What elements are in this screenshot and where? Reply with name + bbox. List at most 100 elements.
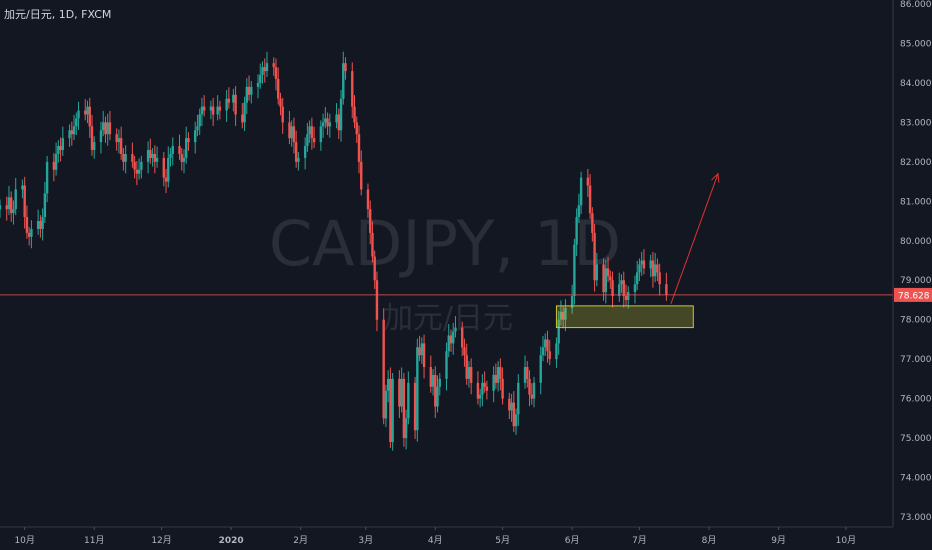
candle-body (335, 114, 338, 123)
candle-body (198, 114, 201, 127)
candle-body (618, 284, 621, 297)
candle-body (420, 343, 424, 356)
price-axis[interactable]: 86.000 85.000 84.000 83.000 82.000 81.000 80.0… (892, 0, 932, 527)
candle-body (344, 63, 347, 72)
candle-body (153, 153, 157, 162)
candle-body (595, 264, 599, 281)
candle-body (272, 63, 275, 68)
candle-body (366, 189, 370, 210)
time-tick-label: 9月 (771, 535, 786, 546)
arrow-shaft (670, 173, 719, 305)
candle-body (54, 153, 58, 170)
projection-arrow[interactable] (670, 172, 720, 305)
candle-body (256, 82, 260, 87)
candle-body (351, 71, 354, 107)
candle-body (99, 130, 103, 143)
candle-body (70, 130, 73, 135)
candle-body (39, 221, 42, 229)
candle-body (539, 355, 542, 383)
candle-body (339, 98, 343, 131)
price-tick-label: 86.000 (900, 0, 932, 10)
candle-body (624, 296, 628, 300)
candle-body (167, 157, 170, 182)
candle-body (492, 374, 495, 391)
candle-body (241, 114, 244, 123)
candle-body (561, 311, 565, 320)
candle-body (389, 378, 392, 443)
candle-body (404, 418, 408, 439)
price-tick-label: 79.000 (900, 276, 932, 286)
candle-body (627, 292, 630, 300)
candle-body (438, 378, 441, 387)
candle-body (319, 126, 323, 143)
candle-body (146, 150, 150, 162)
candle-body (306, 134, 309, 147)
candle-body (41, 217, 44, 229)
watermark-symbol: CADJPY, 1D (269, 207, 621, 280)
candle-body (104, 122, 107, 135)
candle-body (59, 146, 62, 151)
candle-body (353, 106, 356, 123)
candle-body (431, 374, 435, 387)
candle-body (43, 193, 47, 218)
time-axis[interactable]: 10月 11月 12月 2020 2月 3月 4月 5月 6月 7月 8月 9月 10月 (0, 526, 893, 546)
candle-body (559, 311, 563, 320)
candle-body (499, 367, 502, 379)
candle-body (570, 296, 574, 308)
candle-body (478, 394, 482, 399)
candle-body (102, 122, 105, 131)
candle-body (602, 264, 605, 293)
time-tick-label: 11月 (84, 535, 104, 546)
candle-body (297, 157, 300, 162)
candle-body (247, 86, 251, 95)
candle-body (633, 284, 637, 293)
price-tick-label: 75.000 (900, 434, 932, 444)
candle-body (481, 382, 484, 395)
candle-body (469, 367, 473, 383)
candle-body (115, 134, 118, 143)
candle-body (369, 209, 372, 233)
candle-body (151, 153, 154, 158)
candle-body (178, 146, 181, 154)
candle-body (611, 280, 614, 297)
candle-body (324, 118, 327, 123)
candle-body (386, 378, 390, 391)
candle-body (185, 138, 188, 158)
candle-body (557, 319, 560, 344)
candle-body (658, 272, 661, 285)
candle-body (541, 347, 545, 356)
candle-body (279, 98, 282, 107)
candle-body (265, 63, 269, 72)
candle-body (0, 205, 2, 210)
candle-body (620, 280, 623, 285)
candle-body (155, 157, 159, 162)
candle-body (261, 67, 264, 76)
candle-body (530, 394, 533, 399)
candle-body (422, 343, 426, 368)
candle-body (461, 327, 464, 348)
candle-body (418, 347, 421, 356)
candle-body (52, 161, 56, 170)
candle-body (452, 331, 455, 344)
time-tick-label: 7月 (632, 535, 647, 546)
candle-body (651, 260, 655, 277)
candle-body (281, 106, 284, 123)
candle-body (164, 177, 168, 182)
candle-body (106, 122, 109, 135)
candle-body (133, 161, 136, 170)
candle-body (250, 86, 253, 95)
price-tick-label: 74.000 (900, 474, 932, 484)
candle-body (5, 205, 8, 210)
candle-body (93, 142, 96, 151)
candle-body (209, 106, 213, 111)
candle-body (407, 382, 410, 419)
candle-body (642, 260, 646, 269)
candle-body (124, 153, 127, 162)
candle-body (61, 138, 65, 151)
candle-body (23, 185, 26, 218)
candle-body (72, 126, 76, 135)
support-zone[interactable] (555, 305, 694, 329)
candle-body (57, 146, 60, 154)
price-tick-label: 83.000 (900, 118, 932, 128)
